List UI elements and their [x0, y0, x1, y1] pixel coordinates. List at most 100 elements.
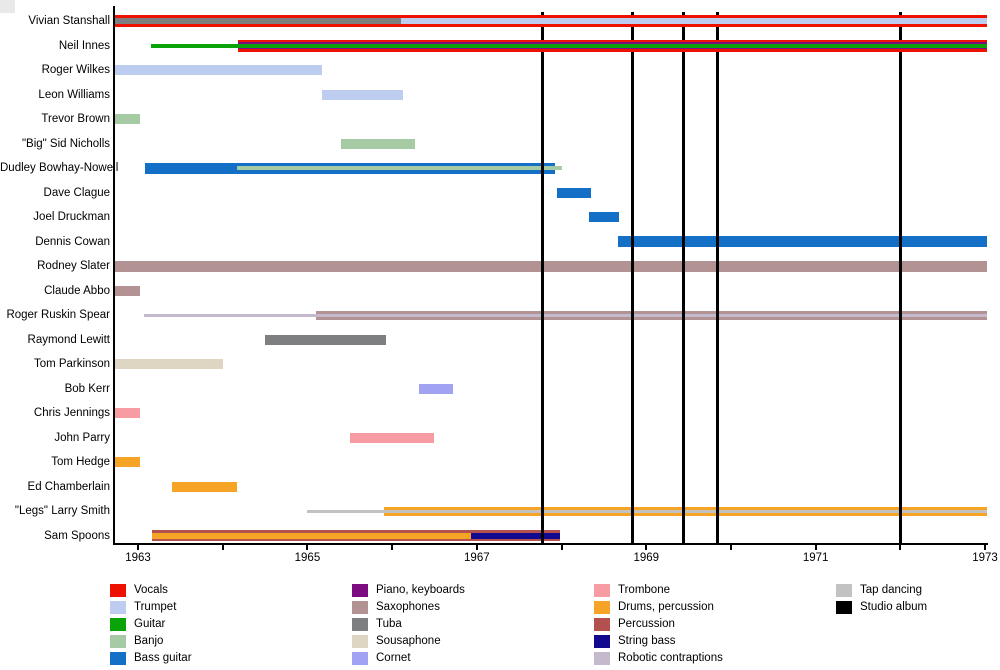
legend-swatch-trombone	[594, 584, 610, 597]
axis-tick-label: 1973	[972, 552, 998, 564]
legend-label: Drums, percussion	[618, 601, 714, 613]
studio-album-line	[716, 12, 720, 545]
member-label: Neil Innes	[58, 39, 110, 52]
member-label: Dave Clague	[43, 186, 110, 199]
legend-label: Bass guitar	[134, 652, 192, 664]
axis-tick	[560, 545, 563, 550]
legend-swatch-cornet	[352, 652, 368, 665]
legend-item-percussion: Percussion	[594, 618, 723, 631]
member-label: Sam Spoons	[44, 529, 110, 542]
timeline-bar-saxophones	[115, 260, 987, 272]
timeline-bar-tap_dancing	[307, 509, 987, 513]
legend-swatch-guitar	[110, 618, 126, 631]
member-label: Trevor Brown	[41, 113, 110, 126]
legend-column: Trombone Drums, percussion Percussion Strin…	[594, 584, 723, 669]
legend-swatch-piano_keyboards	[352, 584, 368, 597]
member-label: John Parry	[54, 431, 110, 444]
axis-tick	[984, 545, 987, 550]
legend-label: Cornet	[376, 652, 411, 664]
axis-tick	[899, 545, 902, 550]
timeline-bar-string_bass	[470, 532, 560, 539]
timeline-bar-banjo	[237, 166, 562, 171]
legend-item-tap_dancing: Tap dancing	[836, 584, 927, 597]
member-label: Raymond Lewitt	[27, 333, 110, 346]
timeline-bar-trumpet	[321, 89, 404, 100]
member-label: Tom Hedge	[51, 456, 110, 469]
axis-tick	[306, 545, 309, 550]
legend-swatch-trumpet	[110, 601, 126, 614]
plot-area	[113, 6, 988, 550]
legend-label: Tuba	[376, 618, 402, 630]
timeline-bar-bass_guitar	[557, 187, 592, 198]
legend-item-vocals: Vocals	[110, 584, 192, 597]
studio-album-line	[541, 12, 545, 545]
member-label: Rodney Slater	[37, 260, 110, 273]
legend-item-guitar: Guitar	[110, 618, 192, 631]
legend-label: Guitar	[134, 618, 166, 630]
legend-label: Piano, keyboards	[376, 584, 465, 596]
axis-tick	[729, 545, 732, 550]
studio-album-line	[630, 12, 634, 545]
legend-swatch-vocals	[110, 584, 126, 597]
timeline-bar-saxophones	[115, 285, 140, 296]
legend-column: Piano, keyboards Saxophones Tuba Sousaphone…	[352, 584, 465, 669]
member-label: Bob Kerr	[64, 382, 110, 395]
member-label: Leon Williams	[38, 88, 110, 101]
legend-swatch-studio_album	[836, 601, 852, 614]
axis-tick	[221, 545, 224, 550]
axis-tick-label: 1967	[464, 552, 490, 564]
axis-tick	[137, 545, 140, 550]
legend-label: Banjo	[134, 635, 164, 647]
legend-item-banjo: Banjo	[110, 635, 192, 648]
member-label: Dudley Bowhay-Nowell	[0, 162, 119, 175]
legend: Vocals Trumpet Guitar Banjo Bass guitar Piano…	[0, 578, 1000, 670]
axis-tick-label: 1963	[125, 552, 151, 564]
legend-label: Trumpet	[134, 601, 177, 613]
timeline-bar-bass_guitar	[618, 236, 987, 248]
axis-tick	[645, 545, 648, 550]
legend-label: Trombone	[618, 584, 670, 596]
legend-swatch-sousaphone	[352, 635, 368, 648]
timeline-bar-trombone	[349, 432, 435, 443]
member-label: Tom Parkinson	[33, 358, 110, 371]
timeline-bar-trombone	[115, 408, 140, 419]
legend-swatch-percussion	[594, 618, 610, 631]
member-label: "Big" Sid Nicholls	[21, 137, 110, 150]
legend-label: Sousaphone	[376, 635, 441, 647]
timeline-bar-banjo	[115, 114, 140, 125]
legend-label: Studio album	[860, 601, 928, 613]
legend-item-robotic_contraptions: Robotic contraptions	[594, 652, 723, 665]
member-label: Joel Druckman	[33, 211, 110, 224]
timeline-bar-trumpet	[400, 18, 987, 24]
legend-item-string_bass: String bass	[594, 635, 723, 648]
legend-item-piano_keyboards: Piano, keyboards	[352, 584, 465, 597]
member-label: "Legs" Larry Smith	[14, 505, 110, 518]
legend-swatch-bass_guitar	[110, 652, 126, 665]
x-axis-line	[113, 543, 988, 545]
timeline-bar-tuba	[115, 18, 401, 24]
legend-item-trombone: Trombone	[594, 584, 723, 597]
axis-tick-label: 1971	[802, 552, 829, 564]
axis-tick	[475, 545, 478, 550]
legend-label: String bass	[618, 635, 676, 647]
axis-tick-label: 1969	[633, 552, 660, 564]
timeline-bar-guitar	[150, 43, 987, 48]
legend-column: Vocals Trumpet Guitar Banjo Bass guitar	[110, 584, 192, 669]
timeline-bar-banjo	[341, 138, 415, 149]
timeline-bar-robotic_contraptions	[143, 313, 987, 317]
legend-swatch-saxophones	[352, 601, 368, 614]
timeline-bar-trumpet	[115, 65, 322, 76]
legend-item-sousaphone: Sousaphone	[352, 635, 465, 648]
legend-item-trumpet: Trumpet	[110, 601, 192, 614]
legend-item-saxophones: Saxophones	[352, 601, 465, 614]
timeline-bar-sousaphone	[115, 359, 223, 370]
studio-album-line	[899, 12, 903, 545]
member-label: Dennis Cowan	[35, 235, 110, 248]
member-label: Vivian Stanshall	[28, 15, 110, 27]
member-label: Ed Chamberlain	[27, 480, 110, 493]
legend-swatch-banjo	[110, 635, 126, 648]
legend-swatch-tap_dancing	[836, 584, 852, 597]
y-axis-line	[113, 6, 115, 545]
legend-item-cornet: Cornet	[352, 652, 465, 665]
